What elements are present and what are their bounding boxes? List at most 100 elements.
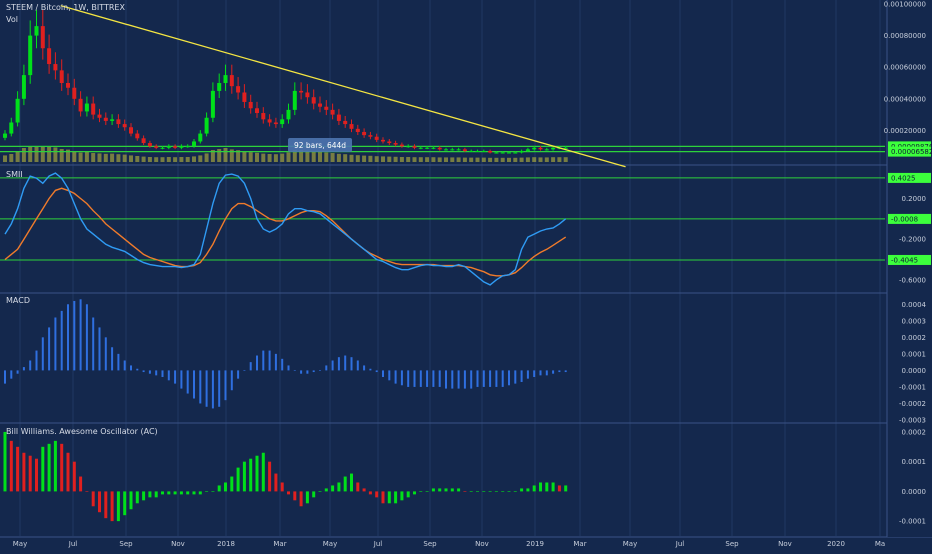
macd-bar <box>16 370 19 374</box>
candle-body <box>129 127 133 134</box>
macd-bar <box>526 370 529 379</box>
volume-bar <box>154 157 159 162</box>
ac-pane[interactable]: Bill Williams. Awesome Oscillator (AC) <box>3 427 568 522</box>
macd-bar <box>457 370 460 389</box>
macd-pane[interactable]: MACD <box>4 296 567 409</box>
candle-body <box>217 83 222 91</box>
time-tick-label: Mar <box>273 540 286 548</box>
macd-bar <box>325 365 328 371</box>
candle-body <box>494 152 499 154</box>
candle-body <box>444 149 448 151</box>
time-scale[interactable]: May Jul Sep Nov 2018 Mar May Jul Sep Nov 2019 Mar Ma… <box>13 540 885 548</box>
ac-bar <box>261 452 265 492</box>
volume-bar <box>236 150 241 162</box>
candle-body <box>406 146 411 148</box>
volume-bar <box>355 155 360 162</box>
macd-bar <box>174 370 177 384</box>
candle-body <box>532 147 537 150</box>
macd-bar <box>400 370 403 386</box>
descending-trendline[interactable] <box>60 4 626 168</box>
macd-bar <box>520 370 523 382</box>
macd-bar <box>356 360 359 371</box>
candle-body <box>84 103 89 112</box>
ac-bar <box>161 491 164 495</box>
volume-bar <box>437 157 442 162</box>
candle-body <box>481 150 486 152</box>
volume-bar <box>469 157 474 162</box>
ac-bar <box>35 458 38 492</box>
ac-bar <box>375 491 379 498</box>
volume-bar <box>412 157 417 162</box>
smii-level-tag-bg <box>888 213 931 224</box>
macd-bar <box>501 370 504 387</box>
volume-bar <box>525 157 530 162</box>
ac-bar <box>406 491 410 498</box>
price-scale[interactable]: 0.00100000 0.00080000 0.00060000 0.00040000… <box>884 0 932 537</box>
volume-bar <box>368 155 373 162</box>
time-tick-label: May <box>13 540 27 548</box>
measure-box-label: 92 bars, 644d <box>294 141 346 150</box>
volume-bar <box>456 157 461 162</box>
volume-bar <box>53 147 58 162</box>
candle-body <box>318 103 322 107</box>
measure-box-bg <box>288 138 352 152</box>
candle-body <box>349 124 354 129</box>
price-tick-label-macd: 0.0004 <box>902 301 927 309</box>
macd-bar <box>35 350 38 371</box>
macd-bar <box>426 370 429 387</box>
ac-bar <box>476 491 479 493</box>
ac-bar <box>60 443 64 492</box>
macd-bar <box>319 370 321 371</box>
ac-bar <box>41 446 45 492</box>
volume-bar <box>267 154 272 162</box>
time-tick-label: May <box>623 540 637 548</box>
macd-bar <box>407 370 410 387</box>
volume-bar <box>286 152 291 162</box>
ac-bar <box>53 440 57 492</box>
macd-bar <box>451 370 454 389</box>
macd-bar <box>375 370 378 373</box>
ac-bar <box>192 491 196 495</box>
time-tick-label: Nov <box>475 540 489 548</box>
price-tick-label-ac: 0.0000 <box>902 488 927 496</box>
candle-body <box>53 64 58 71</box>
price-scale-bg <box>887 0 932 537</box>
price-tick-label-macd: -0.0001 <box>899 383 926 391</box>
time-tick-label: 2018 <box>217 540 235 548</box>
measure-box[interactable]: 92 bars, 644d <box>288 138 352 152</box>
macd-bar <box>463 370 466 389</box>
macd-bar <box>211 370 214 409</box>
candle-body <box>387 141 392 144</box>
macd-bar <box>29 360 32 371</box>
price-tick-label-price: 0.00060000 <box>884 64 926 72</box>
smii-level-tag: -0.4045 <box>891 256 918 264</box>
price-pane[interactable]: 92 bars, 644d STEEM / Bitcoin, 1W, BITTR… <box>0 3 885 168</box>
ac-bar <box>520 488 524 492</box>
macd-bar <box>552 370 555 374</box>
macd-bar <box>155 370 158 376</box>
ac-bar <box>142 491 146 501</box>
macd-bar <box>514 370 517 384</box>
smii-line <box>4 172 567 286</box>
volume-bar <box>34 147 39 162</box>
macd-bar <box>10 370 13 379</box>
volume-bar <box>59 149 64 162</box>
price-tick-label-smii: -0.2000 <box>899 236 926 244</box>
candle-body <box>513 152 518 154</box>
macd-bar <box>268 350 271 371</box>
volume-bar <box>173 157 178 162</box>
volume-bar <box>563 157 568 162</box>
candle-body <box>47 48 52 65</box>
macd-bar <box>67 304 69 371</box>
ac-bar <box>3 431 7 492</box>
ac-bar <box>438 488 442 492</box>
volume-bar <box>129 155 133 162</box>
smii-pane[interactable]: SMII <box>0 170 885 286</box>
candle-body <box>147 143 152 147</box>
candle-body <box>324 106 329 110</box>
ac-bar <box>116 491 120 522</box>
macd-bar <box>394 370 397 384</box>
macd-bar <box>167 370 170 381</box>
